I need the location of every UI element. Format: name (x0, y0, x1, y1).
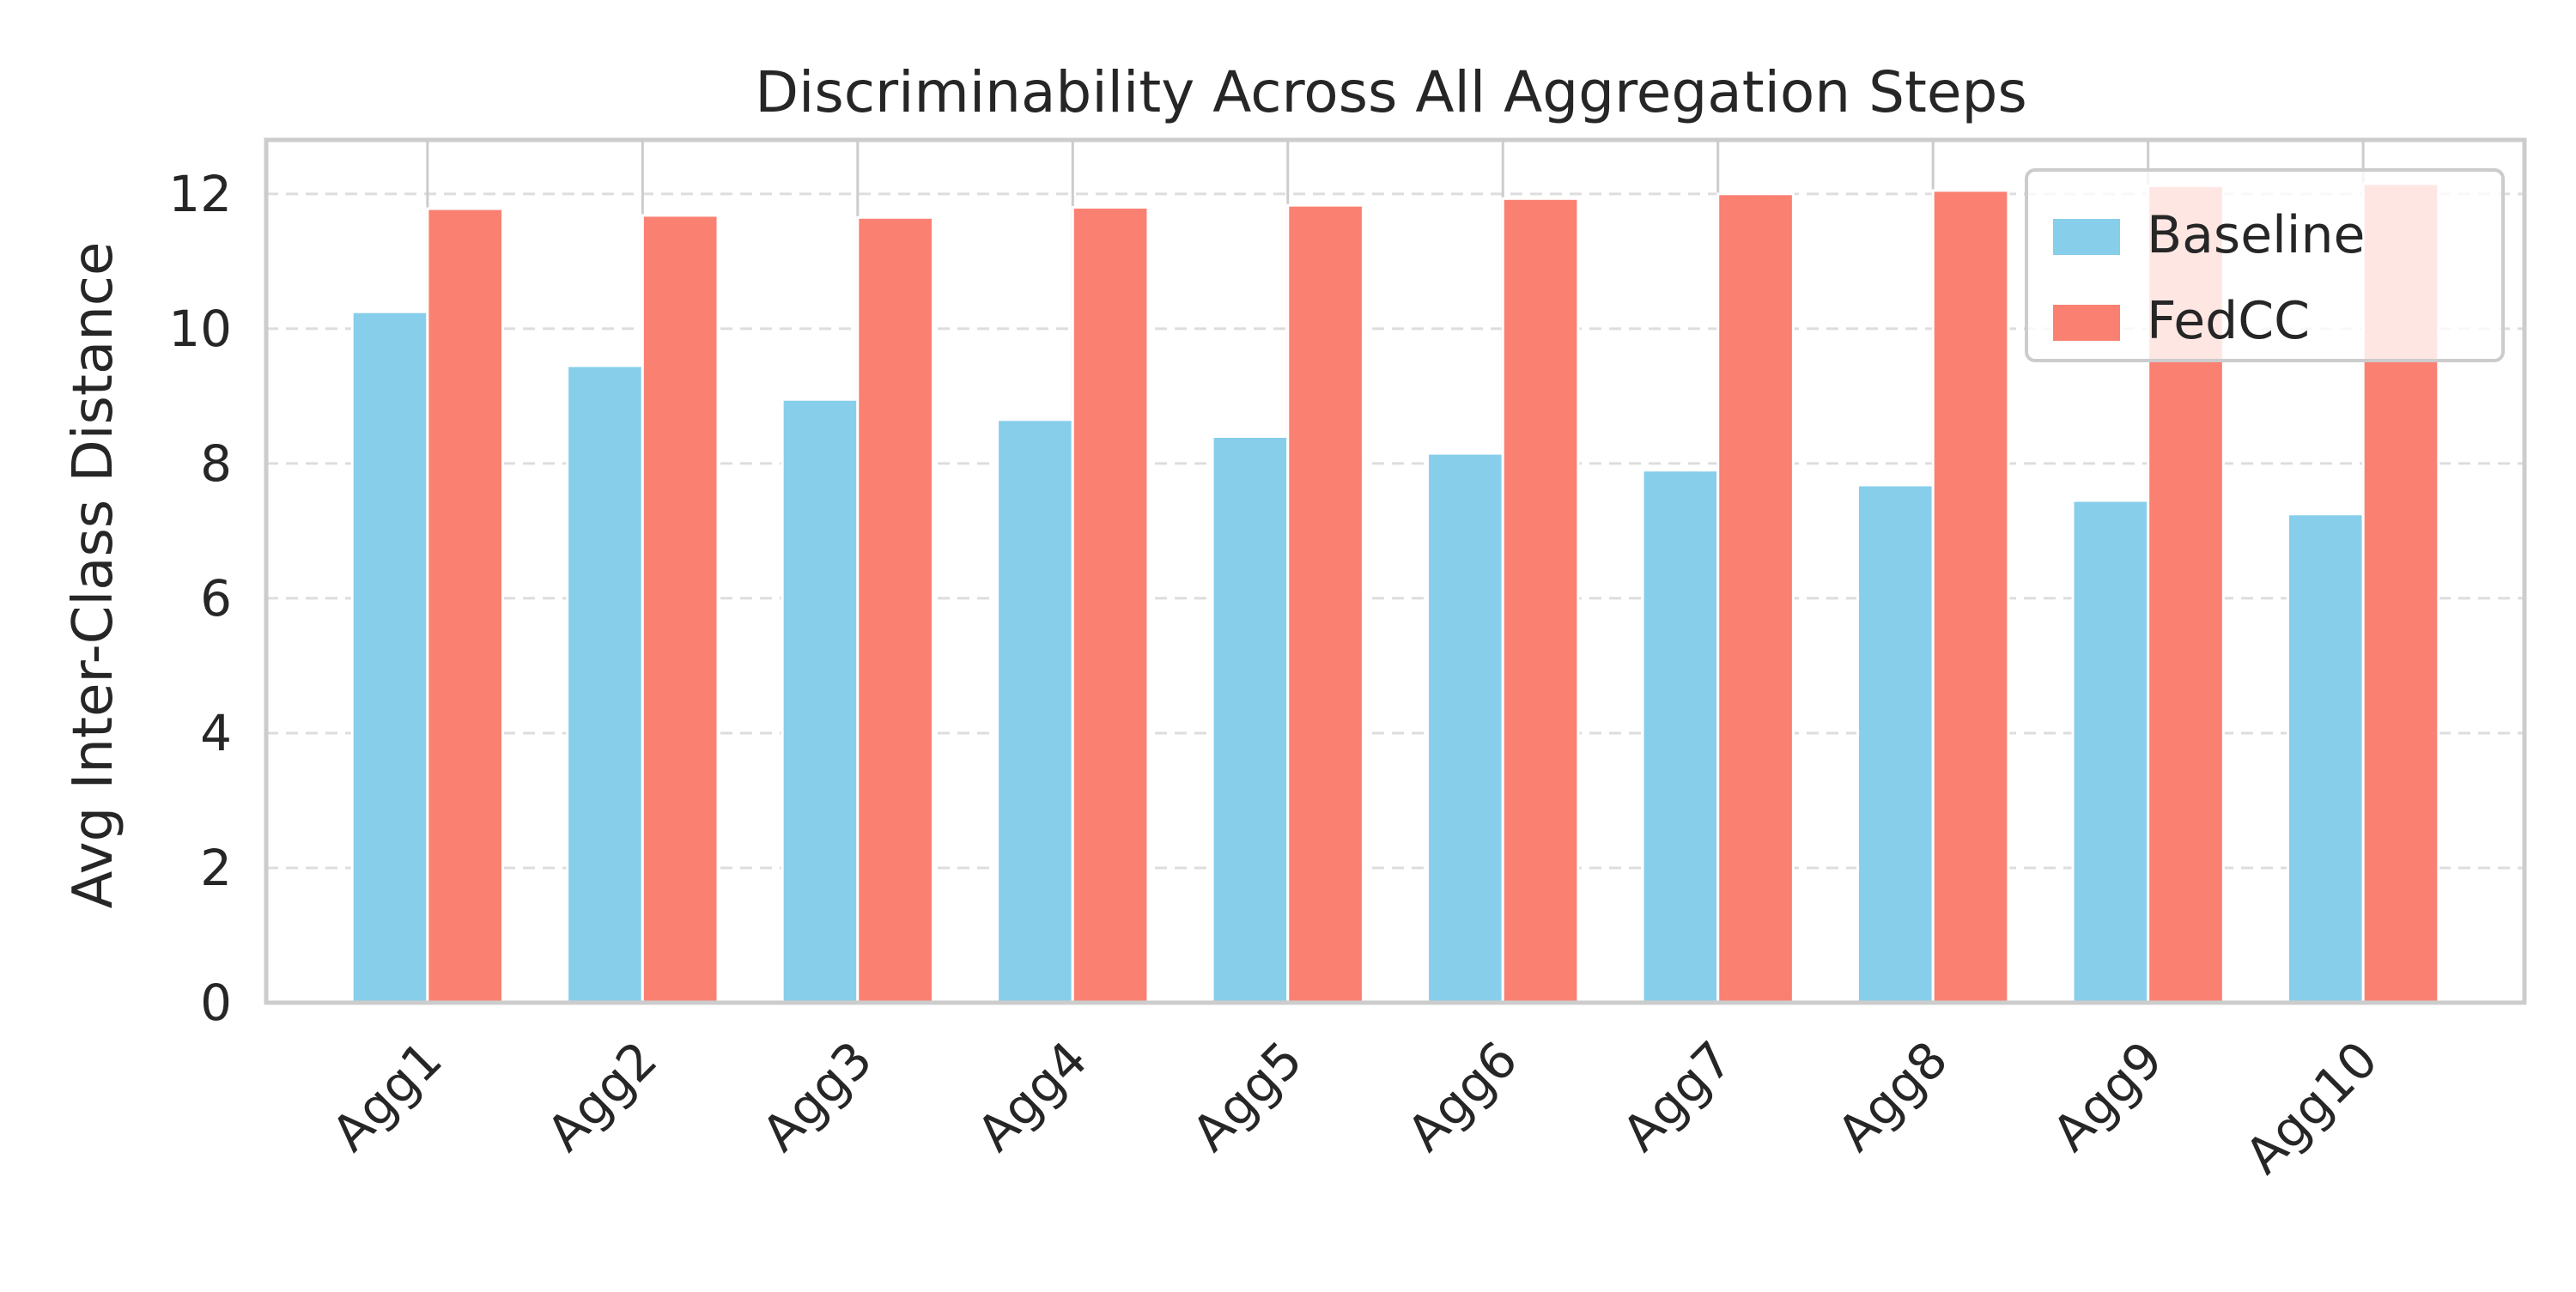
x-tick-label: Agg1 (320, 1030, 453, 1162)
bar-fedcc-agg8 (1931, 189, 2010, 1004)
bar-baseline-agg10 (2286, 513, 2365, 1004)
x-tick-label: Agg7 (1611, 1030, 1743, 1162)
legend-swatch-fedcc (2051, 303, 2122, 343)
chart-title: Discriminability Across All Aggregation … (755, 59, 2027, 125)
bar-fedcc-agg5 (1286, 203, 1364, 1004)
y-tick-label: 0 (200, 974, 232, 1032)
bar-fedcc-agg3 (856, 215, 934, 1004)
x-tick-label: Agg8 (1826, 1030, 1959, 1162)
x-tick-label: Agg4 (966, 1030, 1098, 1162)
y-tick-label: 6 (200, 569, 232, 628)
bar-baseline-agg4 (996, 418, 1074, 1004)
y-tick-label: 12 (168, 165, 232, 223)
bar-baseline-agg2 (566, 364, 644, 1004)
y-tick-label: 4 (200, 704, 232, 762)
bar-baseline-agg6 (1426, 452, 1504, 1004)
legend-label-fedcc: FedCC (2147, 291, 2310, 351)
x-tick-label: Agg10 (2234, 1030, 2389, 1185)
legend-swatch-baseline (2051, 217, 2122, 257)
x-tick-label: Agg9 (2041, 1030, 2173, 1162)
bar-fedcc-agg1 (426, 207, 505, 1004)
bar-baseline-agg7 (1641, 469, 1720, 1004)
bar-fedcc-agg7 (1716, 192, 1795, 1004)
bars (350, 182, 2440, 1004)
bar-fedcc-agg4 (1071, 206, 1150, 1004)
bar-fedcc-agg2 (641, 214, 720, 1004)
y-tick-label: 2 (200, 839, 232, 897)
x-tick-label: Agg6 (1396, 1030, 1528, 1162)
x-tick-label: Agg5 (1181, 1030, 1313, 1162)
bar-baseline-agg3 (781, 397, 860, 1004)
y-axis-title: Avg Inter-Class Distance (62, 242, 125, 909)
bar-baseline-agg1 (350, 310, 429, 1004)
bar-baseline-agg5 (1211, 434, 1290, 1004)
bar-baseline-agg9 (2071, 499, 2150, 1004)
y-tick-label: 8 (200, 434, 232, 493)
legend-label-baseline: Baseline (2147, 205, 2365, 265)
legend-frame (2025, 168, 2505, 362)
x-tick-label: Agg3 (750, 1030, 883, 1162)
bar-fedcc-agg6 (1501, 197, 1580, 1004)
x-tick-label: Agg2 (536, 1030, 668, 1162)
y-tick-label: 10 (168, 300, 232, 358)
plot-frame (264, 137, 2527, 1005)
legend: Baseline FedCC (2025, 168, 2505, 362)
bar-baseline-agg8 (1856, 483, 1935, 1004)
